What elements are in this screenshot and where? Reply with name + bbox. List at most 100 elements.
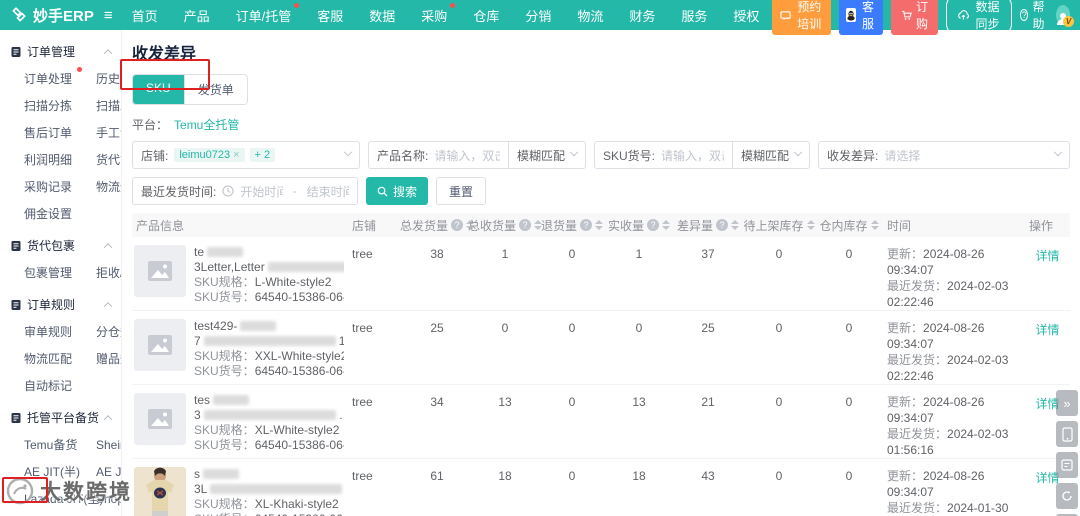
sidebar-item[interactable]: 自动标记	[24, 379, 73, 393]
sku-match-select[interactable]: 模糊匹配	[731, 142, 809, 168]
tab-sku[interactable]: SKU	[133, 75, 184, 104]
product-image[interactable]	[134, 319, 186, 371]
search-button[interactable]: 搜索	[366, 177, 429, 205]
column-header[interactable]: 差异量?	[673, 217, 743, 234]
sidebar-item[interactable]: 审单规则	[24, 325, 73, 339]
product-name-input[interactable]: 产品名称: 请输入，双击输入更多	[377, 148, 500, 163]
column-header[interactable]: 退货量?	[539, 217, 605, 234]
help-icon[interactable]: ?	[580, 219, 593, 231]
kefu-button[interactable]: 客服	[839, 0, 884, 35]
sidebar-item[interactable]: 扫描发货	[96, 99, 121, 113]
shop-select[interactable]: 店铺: leimu0723 × + 2	[132, 141, 360, 169]
sidebar-item[interactable]: 售后订单	[24, 126, 73, 140]
sidebar-item[interactable]: 货代管理	[96, 153, 121, 167]
nav-item[interactable]: 物流	[577, 8, 604, 24]
sidebar-item[interactable]: 手工订单	[96, 126, 121, 140]
product-image[interactable]	[134, 245, 186, 297]
sidebar-section-header[interactable]: 订单规则	[10, 296, 121, 313]
brand[interactable]: 妙手ERP	[10, 5, 94, 26]
nav-item[interactable]: 采购	[408, 2, 460, 25]
sidebar-item[interactable]: 订单处理	[24, 67, 96, 87]
sidebar-item[interactable]: AE JIT(半)	[24, 465, 80, 479]
product-image[interactable]	[134, 467, 186, 516]
column-header[interactable]: 总收货量?	[468, 217, 543, 234]
sidebar-item[interactable]: 包裹管理	[24, 266, 73, 280]
order-button[interactable]: 订购	[891, 0, 939, 35]
column-header[interactable]: 实收量?	[605, 217, 673, 234]
nav-item[interactable]: 订单/托管	[223, 2, 305, 25]
shop-cell: tree	[352, 395, 373, 409]
sidebar-item[interactable]: Temu备货	[24, 438, 78, 452]
diff-select[interactable]: 收发差异: 请选择	[818, 141, 1070, 169]
sort-icon[interactable]	[806, 220, 815, 230]
nav-item[interactable]: 客服	[317, 8, 344, 24]
help-icon[interactable]: ?	[451, 219, 464, 231]
sort-icon[interactable]	[662, 220, 671, 230]
nav-item[interactable]: 授权	[733, 8, 760, 24]
training-button[interactable]: 预约培训 免费	[772, 0, 831, 35]
detail-link[interactable]: 详情	[1035, 323, 1060, 337]
sort-icon[interactable]	[870, 220, 879, 230]
sidebar-item[interactable]: Lazada JIT(全)	[24, 492, 104, 506]
warehouse-stock-cell: 0	[845, 469, 853, 483]
detail-link[interactable]: 详情	[1035, 397, 1060, 411]
shop-more-tag[interactable]: + 2	[249, 148, 276, 162]
sidebar-item[interactable]: Shein备货	[96, 438, 121, 452]
reset-button[interactable]: 重置	[436, 177, 487, 205]
sidebar-item[interactable]: 分仓规则	[96, 325, 121, 339]
nav-item[interactable]: 财务	[629, 8, 656, 24]
sidebar-section-header[interactable]: 订单管理	[10, 43, 121, 60]
sidebar-item[interactable]: 扫描分拣	[24, 99, 73, 113]
detail-link[interactable]: 详情	[1035, 249, 1060, 263]
avatar[interactable]: V	[1056, 5, 1074, 27]
tab-发货单[interactable]: 发货单	[183, 75, 247, 104]
nav-item[interactable]: 数据	[369, 8, 396, 24]
nav-item[interactable]: 分销	[525, 8, 552, 24]
sidebar-item[interactable]: 物流追踪	[96, 180, 121, 194]
refresh-button[interactable]	[1056, 483, 1078, 509]
sort-icon[interactable]	[534, 220, 543, 230]
nav-item[interactable]: 仓库	[473, 8, 500, 24]
sidebar-section-header[interactable]: 托管平台备货	[10, 409, 121, 426]
collapse-panel-button[interactable]: »	[1056, 390, 1078, 416]
data-sync-button[interactable]: 数据同步	[946, 0, 1012, 36]
column-header[interactable]: 待上架库存	[743, 217, 815, 234]
sidebar-item[interactable]: 历史订单	[96, 72, 121, 86]
sku-spec: SKU规格：L-White-style2	[194, 275, 332, 289]
sidebar-item[interactable]: 利润明细	[24, 153, 73, 167]
product-match-select[interactable]: 模糊匹配	[507, 142, 585, 168]
help-button[interactable]: ? 帮助	[1019, 0, 1045, 31]
sidebar-item[interactable]: 赠品规则	[96, 352, 121, 366]
detail-link[interactable]: 详情	[1035, 471, 1060, 485]
end-time-input[interactable]: 结束时间	[306, 184, 349, 199]
feedback-button[interactable]	[1056, 452, 1078, 478]
product-desc: 3Letter,Letter1，…	[194, 260, 344, 275]
column-header[interactable]: 总发货量?	[400, 217, 475, 234]
mobile-app-button[interactable]	[1056, 421, 1078, 447]
sku-code-input[interactable]: SKU货号: 请输入，双击输入更多	[603, 148, 724, 163]
sort-icon[interactable]	[466, 220, 475, 230]
product-image[interactable]	[134, 393, 186, 445]
sidebar-item[interactable]: 采购记录	[24, 180, 73, 194]
help-icon[interactable]: ?	[519, 219, 532, 231]
platform-value[interactable]: Temu全托管	[174, 118, 240, 132]
menu-toggle-icon[interactable]: ≡	[103, 6, 113, 24]
sidebar-item[interactable]: 物流匹配	[24, 352, 73, 366]
sidebar-item[interactable]: 佣金设置	[24, 207, 73, 221]
nav-item[interactable]: 服务	[681, 8, 708, 24]
help-icon[interactable]: ?	[647, 219, 660, 231]
sort-icon[interactable]	[731, 220, 740, 230]
back-to-top-button[interactable]	[1056, 514, 1078, 516]
sort-icon[interactable]	[595, 220, 604, 230]
column-header[interactable]: 仓内库存	[815, 217, 883, 234]
start-time-input[interactable]: 开始时间	[240, 184, 283, 199]
ship-time-range[interactable]: 最近发货时间: 开始时间 - 结束时间	[132, 177, 358, 205]
sidebar-item[interactable]: Shopee(全)	[96, 492, 122, 506]
sidebar-item[interactable]: AE JIT(全)	[96, 465, 122, 479]
help-icon[interactable]: ?	[716, 219, 729, 231]
remove-tag-icon[interactable]: ×	[233, 149, 240, 161]
nav-item[interactable]: 首页	[131, 8, 158, 24]
sidebar-item[interactable]: 拒收/退货	[96, 266, 121, 280]
nav-item[interactable]: 产品	[183, 8, 210, 24]
sidebar-section-header[interactable]: 货代包裹	[10, 237, 121, 254]
